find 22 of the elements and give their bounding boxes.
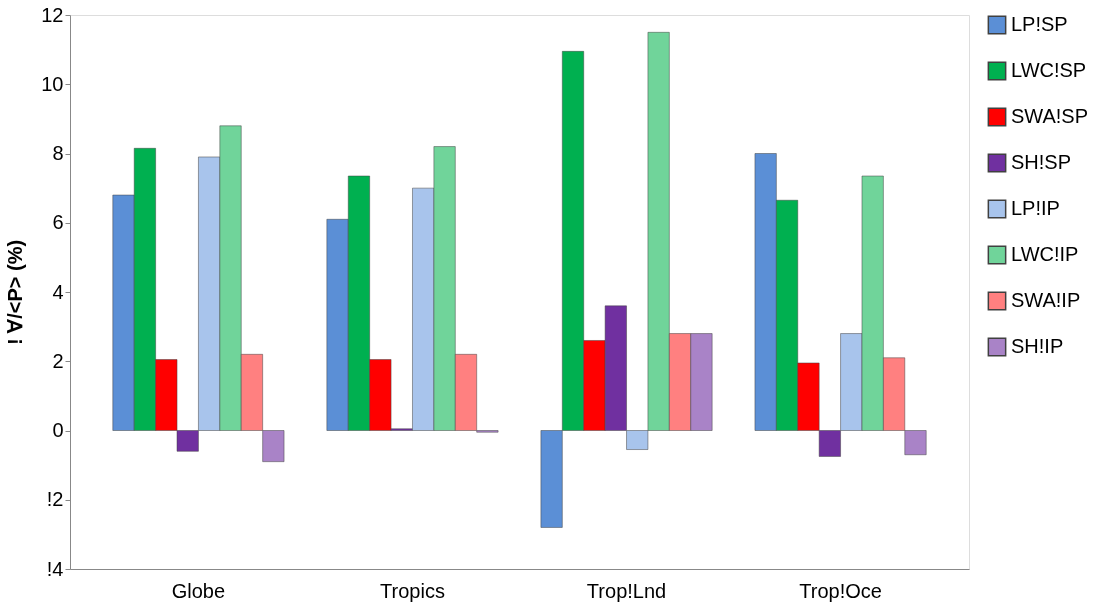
y-tick-label: 10 — [41, 72, 64, 95]
y-tick-label: 6 — [52, 211, 64, 234]
y-tick-label: 0 — [52, 419, 64, 441]
y-tick-label: 8 — [52, 142, 64, 164]
x-tick-label: Trop!Oce — [799, 579, 882, 602]
legend-label: SWA!SP — [1011, 105, 1089, 127]
legend-label: LP!IP — [1011, 197, 1060, 219]
legend-label: LWC!SP — [1011, 59, 1087, 81]
legend-label: LP!SP — [1011, 13, 1068, 35]
x-tick-label: Tropics — [380, 579, 445, 602]
x-tick-label: Trop!Lnd — [586, 579, 667, 602]
legend-label: LWC!IP — [1011, 243, 1079, 265]
y-tick-label: 2 — [52, 349, 64, 372]
y-tick-label: 4 — [52, 280, 64, 303]
y-tick-label: 12 — [41, 3, 64, 26]
y-axis-title: ! ∀/<P> (%) — [4, 239, 27, 346]
legend-label: SH!SP — [1011, 151, 1072, 173]
y-tick-label: !4 — [46, 557, 64, 580]
y-tick-label: !2 — [46, 488, 64, 511]
legend-label: SH!IP — [1011, 335, 1064, 357]
legend-label: SWA!IP — [1011, 289, 1081, 311]
x-tick-label: Globe — [171, 579, 226, 602]
